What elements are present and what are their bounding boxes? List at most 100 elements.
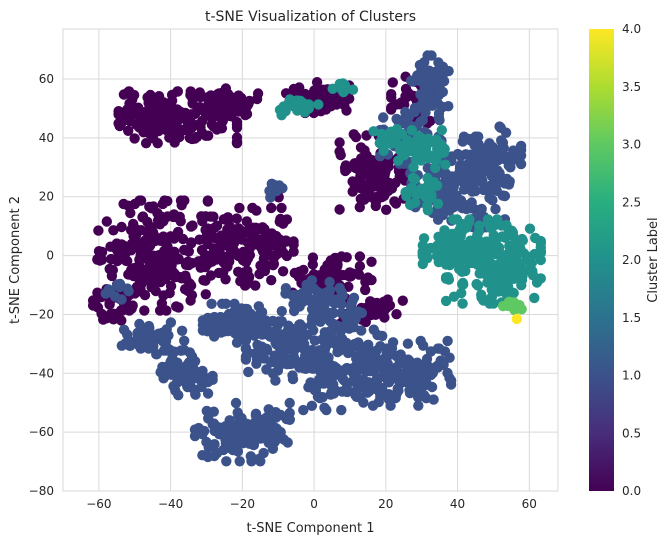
scatter-point-cluster-2 — [483, 273, 495, 284]
scatter-point-cluster-1 — [161, 324, 172, 335]
scatter-point-cluster-1 — [319, 402, 330, 413]
scatter-point-cluster-0 — [130, 242, 142, 253]
scatter-point-cluster-2 — [418, 233, 430, 244]
scatter-point-cluster-1 — [105, 286, 116, 298]
scatter-point-cluster-0 — [202, 196, 214, 207]
scatter-point-cluster-1 — [229, 298, 240, 309]
scatter-point-cluster-0 — [242, 265, 253, 277]
scatter-point-cluster-1 — [306, 400, 318, 411]
colorbar-tick-label: 3.5 — [622, 80, 641, 94]
scatter-point-cluster-2 — [276, 110, 287, 121]
scatter-point-cluster-1 — [240, 351, 252, 362]
scatter-point-cluster-1 — [400, 106, 411, 118]
scatter-point-cluster-2 — [440, 159, 451, 170]
scatter-point-cluster-0 — [403, 87, 414, 99]
scatter-point-cluster-0 — [262, 246, 273, 257]
scatter-point-cluster-0 — [185, 280, 197, 291]
scatter-point-cluster-2 — [464, 258, 475, 269]
scatter-point-cluster-2 — [384, 128, 395, 139]
scatter-point-cluster-1 — [251, 358, 262, 369]
scatter-point-cluster-1 — [434, 343, 445, 354]
scatter-point-cluster-1 — [255, 456, 266, 467]
scatter-point-cluster-0 — [128, 218, 139, 230]
scatter-point-cluster-1 — [468, 165, 479, 176]
scatter-point-cluster-1 — [402, 338, 414, 349]
scatter-point-cluster-1 — [306, 304, 318, 315]
scatter-point-cluster-0 — [180, 270, 191, 281]
scatter-point-cluster-1 — [476, 203, 487, 215]
scatter-point-cluster-1 — [208, 406, 219, 417]
scatter-point-cluster-0 — [186, 123, 197, 134]
scatter-point-cluster-0 — [137, 211, 149, 222]
scatter-point-cluster-0 — [382, 294, 393, 305]
scatter-point-cluster-1 — [515, 144, 527, 156]
scatter-point-cluster-1 — [433, 57, 444, 68]
scatter-point-cluster-0 — [134, 122, 145, 133]
scatter-point-cluster-0 — [160, 261, 172, 273]
scatter-point-cluster-1 — [301, 288, 313, 299]
scatter-point-cluster-0 — [118, 198, 129, 210]
scatter-point-cluster-2 — [457, 298, 468, 309]
scatter-point-cluster-1 — [288, 289, 300, 301]
scatter-point-cluster-1 — [298, 404, 309, 416]
scatter-point-cluster-1 — [393, 116, 404, 127]
scatter-point-cluster-1 — [209, 439, 220, 450]
scatter-point-cluster-0 — [254, 223, 265, 235]
scatter-point-cluster-1 — [202, 451, 214, 463]
scatter-point-cluster-1 — [444, 352, 455, 363]
scatter-point-cluster-0 — [129, 133, 140, 144]
scatter-point-cluster-0 — [379, 312, 390, 323]
scatter-point-cluster-1 — [188, 384, 200, 395]
scatter-point-cluster-1 — [257, 316, 268, 328]
scatter-point-cluster-1 — [515, 158, 527, 170]
scatter-point-cluster-2 — [454, 225, 465, 236]
scatter-point-cluster-0 — [348, 159, 360, 170]
scatter-point-cluster-1 — [223, 436, 235, 447]
scatter-point-cluster-0 — [394, 99, 405, 110]
scatter-point-cluster-2 — [434, 243, 445, 254]
scatter-point-cluster-0 — [266, 202, 277, 214]
scatter-point-cluster-1 — [481, 142, 492, 153]
scatter-point-cluster-2 — [401, 191, 412, 202]
scatter-point-cluster-0 — [186, 238, 197, 249]
scatter-point-cluster-1 — [480, 166, 492, 177]
y-tick-label: 60 — [39, 72, 54, 86]
scatter-point-cluster-0 — [280, 236, 291, 247]
scatter-point-cluster-1 — [505, 162, 516, 173]
scatter-point-cluster-1 — [157, 332, 169, 344]
scatter-point-cluster-0 — [356, 195, 367, 206]
scatter-point-cluster-2 — [481, 239, 492, 250]
scatter-point-cluster-0 — [156, 298, 168, 309]
scatter-point-cluster-2 — [422, 205, 434, 216]
scatter-point-cluster-0 — [217, 233, 228, 244]
scatter-point-cluster-0 — [213, 267, 225, 279]
scatter-point-cluster-0 — [159, 250, 170, 261]
x-tick-label: 60 — [522, 497, 537, 511]
scatter-point-cluster-2 — [524, 223, 536, 234]
scatter-point-cluster-0 — [231, 213, 242, 224]
scatter-point-cluster-1 — [326, 387, 337, 398]
scatter-point-cluster-1 — [275, 340, 287, 351]
colorbar-tick-label: 0.0 — [622, 484, 641, 498]
scatter-point-cluster-0 — [222, 261, 233, 272]
scatter-point-cluster-0 — [353, 269, 365, 280]
scatter-point-cluster-0 — [357, 156, 368, 167]
scatter-point-cluster-2 — [507, 287, 518, 298]
scatter-point-cluster-1 — [186, 374, 197, 385]
scatter-point-cluster-1 — [350, 313, 361, 325]
scatter-point-cluster-0 — [135, 112, 147, 123]
scatter-point-cluster-0 — [231, 132, 243, 143]
colorbar-tick-label: 4.0 — [622, 22, 641, 36]
scatter-point-cluster-2 — [458, 279, 469, 290]
scatter-point-cluster-1 — [489, 151, 500, 162]
scatter-point-cluster-2 — [378, 138, 389, 150]
scatter-point-cluster-0 — [208, 121, 219, 132]
scatter-point-cluster-2 — [292, 99, 303, 110]
scatter-point-cluster-0 — [228, 245, 240, 256]
scatter-point-cluster-0 — [129, 198, 141, 210]
scatter-point-cluster-1 — [202, 388, 214, 399]
scatter-point-cluster-0 — [143, 97, 154, 109]
scatter-point-cluster-0 — [147, 116, 158, 128]
scatter-point-cluster-2 — [417, 258, 428, 270]
scatter-point-cluster-0 — [185, 295, 196, 306]
